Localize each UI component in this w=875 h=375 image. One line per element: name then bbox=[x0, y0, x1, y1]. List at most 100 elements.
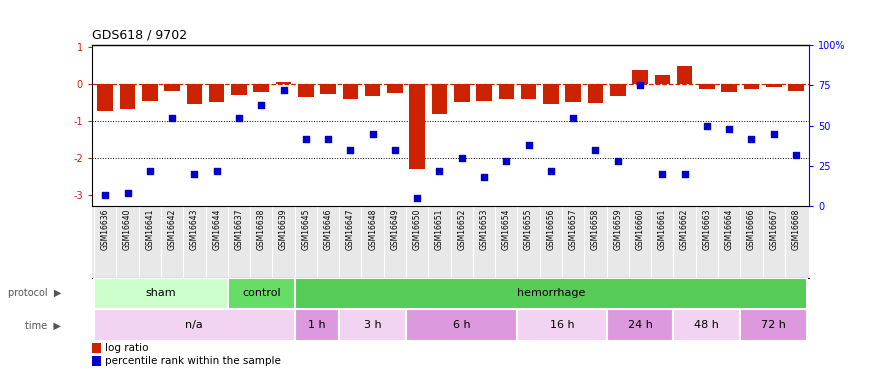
Bar bbox=[588, 84, 603, 103]
Point bbox=[566, 114, 580, 120]
Text: GSM16638: GSM16638 bbox=[256, 209, 266, 250]
Bar bbox=[295, 278, 807, 309]
Point bbox=[766, 130, 780, 136]
Point bbox=[455, 155, 469, 161]
Text: GSM16655: GSM16655 bbox=[524, 209, 533, 250]
Bar bbox=[744, 84, 760, 90]
Bar bbox=[410, 84, 425, 169]
Text: 6 h: 6 h bbox=[453, 320, 471, 330]
Point bbox=[98, 192, 112, 198]
Bar bbox=[565, 84, 581, 102]
Text: 16 h: 16 h bbox=[550, 320, 574, 330]
Point bbox=[388, 147, 402, 153]
Bar bbox=[406, 309, 517, 341]
Bar bbox=[633, 70, 648, 84]
Bar bbox=[365, 84, 381, 96]
Bar bbox=[228, 278, 295, 309]
Text: GDS618 / 9702: GDS618 / 9702 bbox=[92, 28, 187, 41]
Text: GSM16642: GSM16642 bbox=[168, 209, 177, 250]
Text: GSM16653: GSM16653 bbox=[480, 209, 488, 250]
Point bbox=[589, 147, 603, 153]
Text: GSM16643: GSM16643 bbox=[190, 209, 199, 250]
Point bbox=[722, 126, 736, 132]
Bar bbox=[120, 84, 136, 109]
Bar bbox=[674, 309, 740, 341]
Bar bbox=[517, 309, 606, 341]
Text: hemorrhage: hemorrhage bbox=[517, 288, 585, 298]
Text: GSM16640: GSM16640 bbox=[123, 209, 132, 250]
Bar bbox=[788, 84, 804, 91]
Bar bbox=[320, 84, 336, 94]
Bar bbox=[231, 84, 247, 95]
Text: protocol  ▶: protocol ▶ bbox=[8, 288, 61, 298]
Text: 72 h: 72 h bbox=[761, 320, 786, 330]
Bar bbox=[142, 84, 158, 100]
Bar bbox=[340, 309, 406, 341]
Bar bbox=[766, 84, 781, 87]
Bar bbox=[676, 66, 692, 84]
Point bbox=[522, 142, 536, 148]
Text: GSM16646: GSM16646 bbox=[324, 209, 332, 250]
Point bbox=[544, 168, 558, 174]
Bar bbox=[387, 84, 402, 93]
Point bbox=[165, 114, 179, 120]
Bar bbox=[295, 309, 340, 341]
Text: GSM16662: GSM16662 bbox=[680, 209, 690, 250]
Point bbox=[298, 135, 312, 141]
Text: 1 h: 1 h bbox=[308, 320, 326, 330]
Bar bbox=[94, 309, 295, 341]
Text: 48 h: 48 h bbox=[695, 320, 719, 330]
Bar bbox=[499, 84, 514, 99]
Bar bbox=[654, 75, 670, 84]
Bar bbox=[209, 84, 225, 102]
Bar bbox=[521, 84, 536, 99]
Point bbox=[677, 171, 691, 177]
Text: GSM16644: GSM16644 bbox=[212, 209, 221, 250]
Bar bbox=[699, 84, 715, 90]
Bar bbox=[298, 84, 313, 97]
Bar bbox=[254, 84, 269, 92]
Point bbox=[633, 82, 647, 88]
Point bbox=[232, 114, 246, 120]
Point bbox=[321, 135, 335, 141]
Bar bbox=[454, 84, 470, 102]
Point bbox=[366, 130, 380, 136]
Point bbox=[655, 171, 669, 177]
Bar bbox=[543, 84, 559, 104]
Point bbox=[121, 190, 135, 196]
Bar bbox=[94, 278, 228, 309]
Point bbox=[477, 174, 491, 180]
Text: GSM16651: GSM16651 bbox=[435, 209, 444, 250]
Bar bbox=[342, 84, 358, 99]
Text: log ratio: log ratio bbox=[105, 343, 148, 353]
Text: GSM16648: GSM16648 bbox=[368, 209, 377, 250]
Bar bbox=[276, 82, 291, 84]
Text: GSM16658: GSM16658 bbox=[591, 209, 600, 250]
Text: 3 h: 3 h bbox=[364, 320, 382, 330]
Text: n/a: n/a bbox=[186, 320, 203, 330]
Point bbox=[410, 195, 424, 201]
Bar bbox=[164, 84, 180, 91]
Text: GSM16663: GSM16663 bbox=[703, 209, 711, 250]
Text: time  ▶: time ▶ bbox=[25, 320, 61, 330]
Bar bbox=[92, 356, 102, 366]
Bar bbox=[186, 84, 202, 104]
Point bbox=[343, 147, 357, 153]
Bar bbox=[721, 84, 737, 92]
Bar bbox=[606, 309, 674, 341]
Text: GSM16639: GSM16639 bbox=[279, 209, 288, 250]
Text: GSM16657: GSM16657 bbox=[569, 209, 578, 250]
Bar bbox=[740, 309, 807, 341]
Text: GSM16659: GSM16659 bbox=[613, 209, 622, 250]
Text: GSM16660: GSM16660 bbox=[635, 209, 645, 250]
Text: GSM16645: GSM16645 bbox=[301, 209, 311, 250]
Text: GSM16668: GSM16668 bbox=[792, 209, 801, 250]
Text: percentile rank within the sample: percentile rank within the sample bbox=[105, 356, 281, 366]
Text: GSM16650: GSM16650 bbox=[413, 209, 422, 250]
Text: control: control bbox=[242, 288, 281, 298]
Text: GSM16647: GSM16647 bbox=[346, 209, 355, 250]
Point bbox=[276, 87, 290, 93]
Text: GSM16637: GSM16637 bbox=[234, 209, 243, 250]
Point bbox=[210, 168, 224, 174]
Text: 24 h: 24 h bbox=[627, 320, 653, 330]
